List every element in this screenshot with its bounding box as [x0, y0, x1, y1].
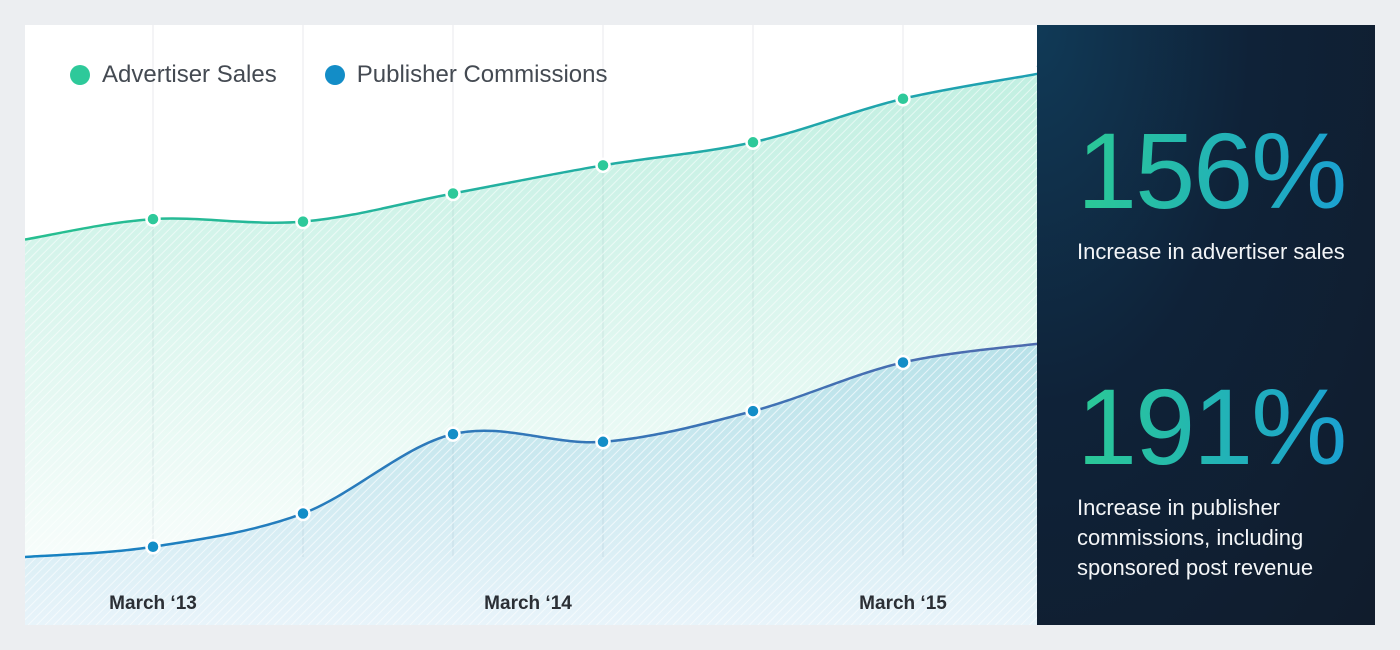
chart-area: March ‘13 March ‘14 March ‘15 Advertiser S… [25, 25, 1037, 625]
line-advertiser-sales [25, 65, 1037, 241]
legend-swatch-blue [324, 65, 345, 85]
point-publisher-commissions [295, 505, 311, 522]
stat-description: Increase in publisher commissions, inclu… [1077, 495, 1314, 580]
stats-panel: 156% Increase in advertiser sales 191% I… [1037, 25, 1375, 625]
legend-swatch-green [70, 65, 90, 85]
legend-label: Publisher Commissions [356, 61, 608, 88]
point-advertiser-sales [895, 91, 911, 107]
stat-value: 191% [1077, 373, 1357, 481]
area-chart: March ‘13 March ‘14 March ‘15 [25, 25, 1037, 625]
stat-publisher-commissions: 191% Increase in publisher commissions, … [1077, 373, 1357, 583]
point-publisher-commissions [145, 539, 161, 555]
x-tick-label: March ‘13 [109, 593, 197, 614]
point-publisher-commissions [595, 434, 611, 450]
point-advertiser-sales [445, 185, 461, 202]
legend-item-advertiser-sales: Advertiser Sales [70, 61, 277, 89]
point-publisher-commissions [895, 354, 911, 371]
chart-card: March ‘13 March ‘14 March ‘15 Advertiser S… [25, 25, 1375, 625]
point-advertiser-sales [745, 134, 761, 151]
stat-value: 156% [1077, 117, 1357, 225]
area-hatch-publisher-commissions [25, 341, 1037, 625]
line-publisher-commissions [25, 340, 1037, 559]
stat-description: Increase in advertiser sales [1077, 239, 1345, 264]
point-advertiser-sales [295, 213, 311, 230]
point-advertiser-sales [595, 157, 611, 174]
point-advertiser-sales [145, 211, 161, 227]
point-publisher-commissions [745, 403, 761, 419]
stat-advertiser-sales: 156% Increase in advertiser sales [1077, 117, 1357, 267]
x-tick-label: March ‘14 [484, 593, 572, 614]
point-publisher-commissions [445, 426, 461, 442]
legend-item-publisher-commissions: Publisher Commissions [324, 61, 608, 89]
chart-legend: Advertiser Sales Publisher Commissions [70, 61, 656, 89]
legend-label: Advertiser Sales [102, 61, 277, 88]
x-tick-label: March ‘15 [859, 593, 947, 614]
